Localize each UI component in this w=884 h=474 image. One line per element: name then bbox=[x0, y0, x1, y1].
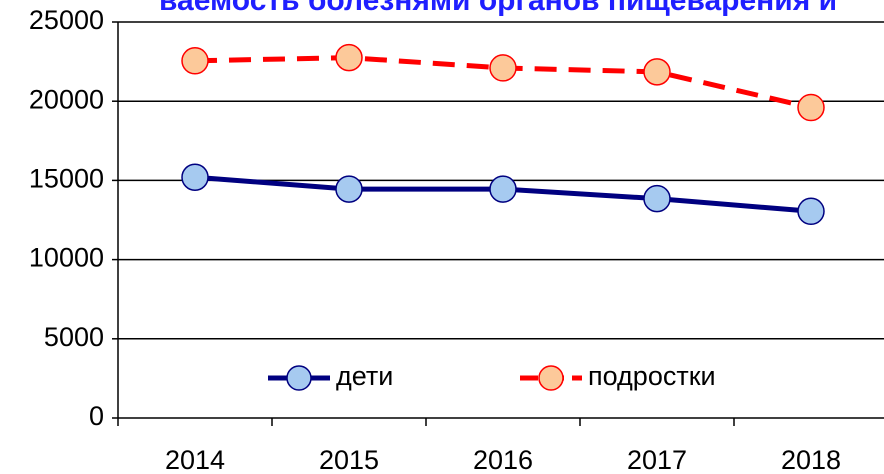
y-tick-label: 15000 bbox=[29, 164, 104, 194]
legend-marker bbox=[538, 365, 564, 391]
x-tick-label: 2014 bbox=[165, 445, 225, 474]
marker bbox=[797, 93, 825, 122]
legend-label: дети bbox=[336, 361, 393, 391]
marker bbox=[335, 175, 363, 203]
x-tick-label: 2017 bbox=[627, 445, 687, 474]
y-tick-label: 0 bbox=[89, 401, 104, 431]
marker bbox=[181, 47, 209, 75]
y-tick-label: 10000 bbox=[29, 243, 104, 273]
marker bbox=[335, 43, 363, 72]
x-tick-label: 2016 bbox=[473, 445, 533, 474]
y-tick-label: 20000 bbox=[29, 84, 104, 114]
legend-marker bbox=[286, 365, 312, 391]
x-tick-label: 2018 bbox=[781, 445, 841, 474]
legend-label: подростки bbox=[588, 361, 716, 391]
y-tick-label: 25000 bbox=[29, 5, 104, 35]
y-tick-label: 5000 bbox=[44, 322, 104, 352]
x-tick-label: 2015 bbox=[319, 445, 379, 474]
marker bbox=[489, 175, 517, 203]
marker bbox=[181, 163, 209, 191]
marker bbox=[797, 197, 825, 226]
marker bbox=[489, 54, 517, 82]
chart-title: ваемость болезнями органов пищеварения и bbox=[159, 0, 837, 17]
marker bbox=[643, 58, 671, 86]
marker bbox=[643, 184, 671, 213]
